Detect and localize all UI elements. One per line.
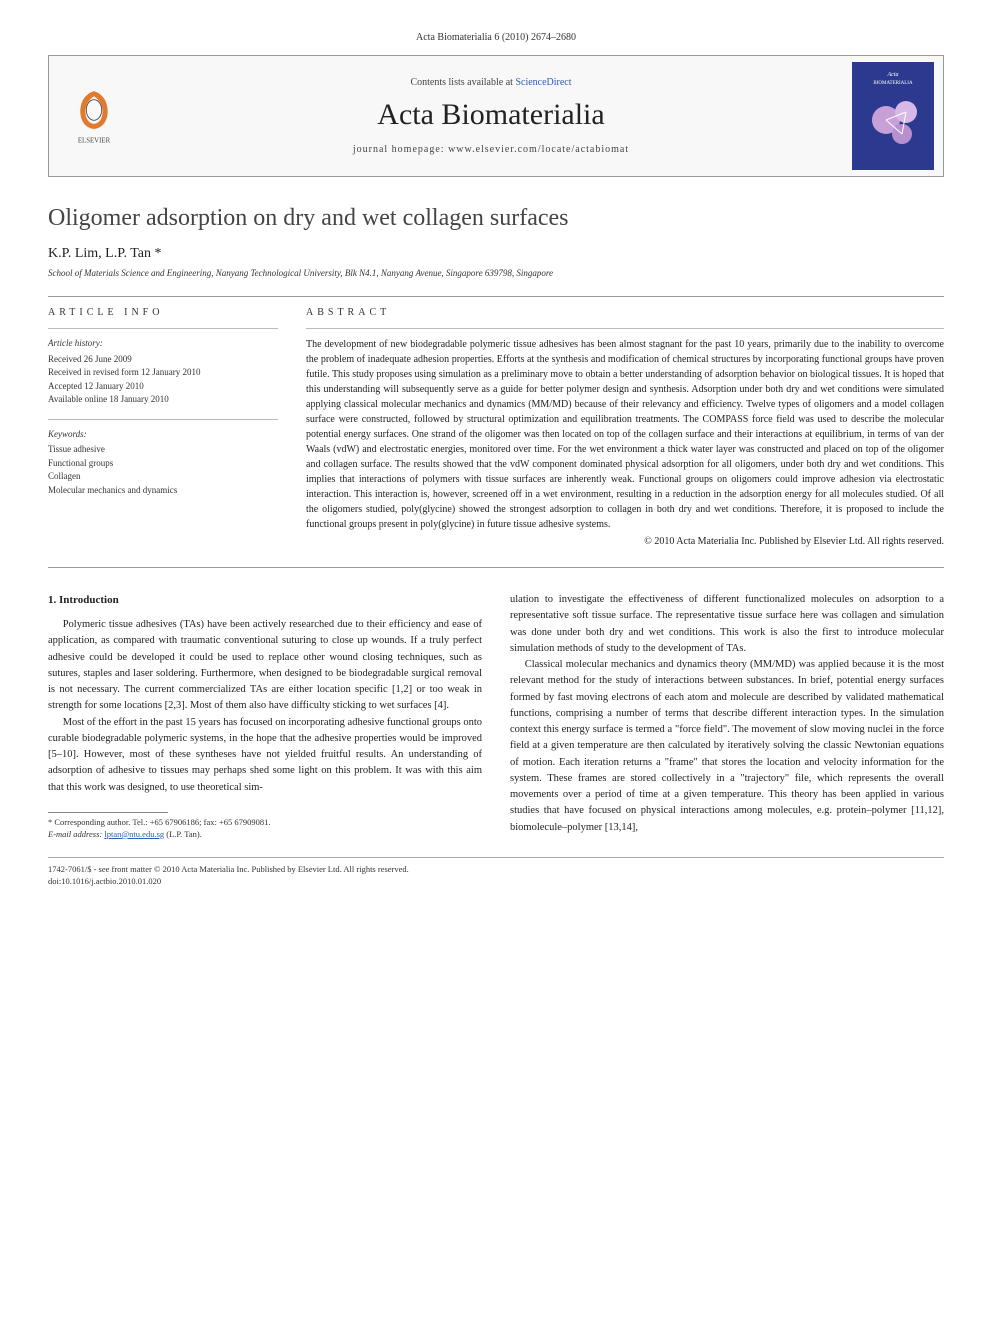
cover-thumb-cell: Acta BIOMATERIALIA xyxy=(843,56,943,176)
page-footer: 1742-7061/$ - see front matter © 2010 Ac… xyxy=(48,857,944,888)
journal-name: Acta Biomaterialia xyxy=(147,98,835,132)
email-link[interactable]: lptan@ntu.edu.sg xyxy=(104,829,164,839)
masthead-center: Contents lists available at ScienceDirec… xyxy=(139,56,843,176)
history-line: Available online 18 January 2010 xyxy=(48,393,278,407)
homepage-url[interactable]: www.elsevier.com/locate/actabiomat xyxy=(448,144,629,155)
info-divider xyxy=(306,328,944,329)
elsevier-logo-icon: ELSEVIER xyxy=(64,86,124,146)
info-divider xyxy=(48,419,278,420)
article-info-column: ARTICLE INFO Article history: Received 2… xyxy=(48,307,278,547)
body-paragraph: Polymeric tissue adhesives (TAs) have be… xyxy=(48,617,482,715)
keyword: Functional groups xyxy=(48,457,278,471)
journal-homepage: journal homepage: www.elsevier.com/locat… xyxy=(147,144,835,155)
keywords-block: Keywords: Tissue adhesive Functional gro… xyxy=(48,428,278,498)
section-divider xyxy=(48,296,944,297)
body-left-column: 1. Introduction Polymeric tissue adhesiv… xyxy=(48,592,482,841)
contents-line: Contents lists available at ScienceDirec… xyxy=(147,77,835,88)
abstract-copyright: © 2010 Acta Materialia Inc. Published by… xyxy=(306,536,944,547)
keyword: Collagen xyxy=(48,470,278,484)
abstract-text: The development of new biodegradable pol… xyxy=(306,337,944,532)
sciencedirect-link[interactable]: ScienceDirect xyxy=(515,77,571,88)
history-label: Article history: xyxy=(48,337,278,351)
section-divider xyxy=(48,567,944,568)
body-paragraph: ulation to investigate the effectiveness… xyxy=(510,592,944,657)
body-right-column: ulation to investigate the effectiveness… xyxy=(510,592,944,841)
journal-cover-icon: Acta BIOMATERIALIA xyxy=(852,62,934,170)
info-divider xyxy=(48,328,278,329)
keyword: Molecular mechanics and dynamics xyxy=(48,484,278,498)
article-history-block: Article history: Received 26 June 2009 R… xyxy=(48,337,278,407)
publisher-logo-cell: ELSEVIER xyxy=(49,56,139,176)
keywords-label: Keywords: xyxy=(48,428,278,442)
publisher-name: ELSEVIER xyxy=(78,138,111,145)
history-line: Received 26 June 2009 xyxy=(48,353,278,367)
abstract-heading: ABSTRACT xyxy=(306,307,944,318)
body-paragraph: Classical molecular mechanics and dynami… xyxy=(510,657,944,836)
email-label: E-mail address: xyxy=(48,829,104,839)
masthead: ELSEVIER Contents lists available at Sci… xyxy=(48,55,944,177)
article-title: Oligomer adsorption on dry and wet colla… xyxy=(48,205,944,232)
footer-doi: doi:10.1016/j.actbio.2010.01.020 xyxy=(48,876,944,888)
affiliation: School of Materials Science and Engineer… xyxy=(48,268,944,278)
homepage-label: journal homepage: xyxy=(353,144,448,155)
corresponding-line: * Corresponding author. Tel.: +65 679061… xyxy=(48,817,482,829)
footer-front-matter: 1742-7061/$ - see front matter © 2010 Ac… xyxy=(48,864,944,876)
history-line: Received in revised form 12 January 2010 xyxy=(48,366,278,380)
keyword: Tissue adhesive xyxy=(48,443,278,457)
abstract-column: ABSTRACT The development of new biodegra… xyxy=(306,307,944,547)
authors: K.P. Lim, L.P. Tan * xyxy=(48,246,944,262)
section-heading: 1. Introduction xyxy=(48,592,482,609)
page-citation: Acta Biomaterialia 6 (2010) 2674–2680 xyxy=(48,32,944,43)
article-info-heading: ARTICLE INFO xyxy=(48,307,278,318)
info-abstract-row: ARTICLE INFO Article history: Received 2… xyxy=(48,307,944,547)
body-columns: 1. Introduction Polymeric tissue adhesiv… xyxy=(48,592,944,841)
email-suffix: (L.P. Tan). xyxy=(164,829,202,839)
history-line: Accepted 12 January 2010 xyxy=(48,380,278,394)
svg-text:Acta: Acta xyxy=(887,72,899,78)
body-paragraph: Most of the effort in the past 15 years … xyxy=(48,715,482,796)
footnote-separator xyxy=(48,812,168,813)
svg-text:BIOMATERIALIA: BIOMATERIALIA xyxy=(873,81,913,86)
corresponding-footnote: * Corresponding author. Tel.: +65 679061… xyxy=(48,817,482,841)
contents-prefix: Contents lists available at xyxy=(410,77,515,88)
